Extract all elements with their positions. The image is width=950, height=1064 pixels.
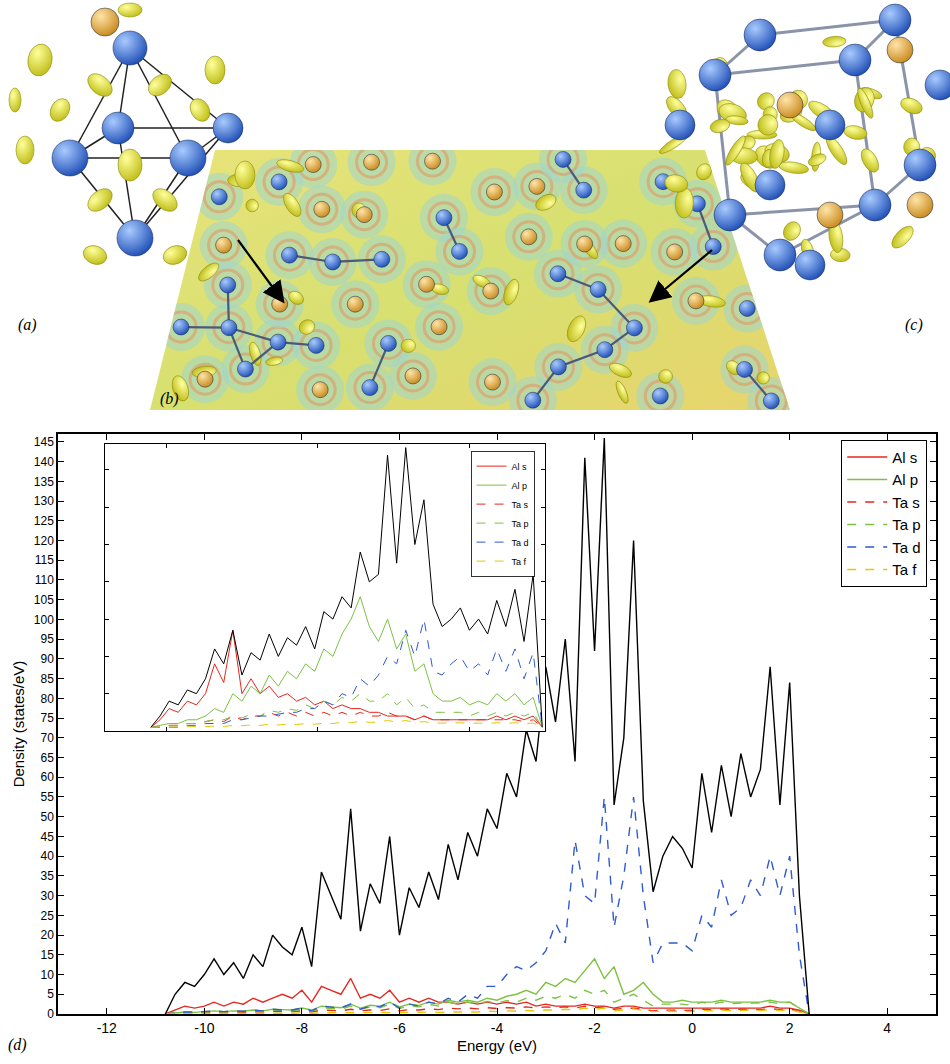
svg-text:Al p: Al p	[892, 471, 918, 488]
svg-text:-10: -10	[194, 1020, 214, 1036]
svg-text:0: 0	[688, 1020, 696, 1036]
svg-text:Density (states/eV): Density (states/eV)	[10, 661, 27, 788]
svg-text:60: 60	[40, 770, 54, 784]
svg-text:75: 75	[40, 711, 54, 725]
svg-text:80: 80	[40, 692, 54, 706]
svg-text:-12: -12	[97, 1020, 117, 1036]
svg-text:(a): (a)	[18, 316, 37, 334]
svg-text:4: 4	[883, 1020, 891, 1036]
svg-text:Energy (eV): Energy (eV)	[457, 1037, 537, 1054]
svg-text:50: 50	[40, 810, 54, 824]
svg-text:0: 0	[47, 1007, 54, 1021]
svg-text:15: 15	[40, 948, 54, 962]
svg-text:Ta s: Ta s	[892, 494, 920, 511]
svg-text:Ta f: Ta f	[892, 561, 917, 578]
svg-text:-8: -8	[296, 1020, 309, 1036]
svg-text:Ta s: Ta s	[512, 500, 529, 510]
svg-text:120: 120	[34, 534, 54, 548]
svg-text:115: 115	[35, 553, 54, 567]
svg-text:-4: -4	[491, 1020, 504, 1036]
svg-text:85: 85	[40, 672, 54, 686]
svg-text:95: 95	[40, 632, 54, 646]
svg-text:145: 145	[34, 435, 54, 449]
svg-text:25: 25	[40, 909, 54, 923]
svg-text:(b): (b)	[160, 390, 179, 408]
svg-text:40: 40	[40, 849, 54, 863]
svg-text:35: 35	[40, 869, 54, 883]
svg-text:125: 125	[34, 514, 54, 528]
svg-text:Al s: Al s	[892, 449, 917, 466]
svg-text:135: 135	[34, 475, 54, 489]
svg-text:Ta p: Ta p	[892, 516, 920, 533]
svg-text:65: 65	[40, 751, 54, 765]
svg-text:5: 5	[47, 987, 54, 1001]
svg-text:(c): (c)	[905, 316, 923, 334]
svg-text:Ta f: Ta f	[512, 557, 527, 567]
svg-text:140: 140	[34, 455, 54, 469]
svg-text:105: 105	[34, 593, 54, 607]
svg-text:10: 10	[40, 968, 54, 982]
html-text:(d): (d)	[8, 1036, 27, 1053]
svg-text:Ta d: Ta d	[892, 539, 920, 556]
svg-text:20: 20	[40, 928, 54, 942]
svg-text:Al p: Al p	[512, 481, 528, 491]
svg-text:70: 70	[40, 731, 54, 745]
svg-text:Ta p: Ta p	[512, 519, 529, 529]
svg-text:55: 55	[40, 790, 54, 804]
svg-text:110: 110	[35, 573, 54, 587]
svg-text:45: 45	[40, 830, 54, 844]
svg-text:130: 130	[34, 494, 54, 508]
svg-text:90: 90	[40, 652, 54, 666]
svg-text:Ta d: Ta d	[512, 538, 529, 548]
svg-text:30: 30	[40, 889, 54, 903]
svg-text:Al s: Al s	[512, 462, 528, 472]
svg-text:2: 2	[786, 1020, 794, 1036]
svg-text:100: 100	[34, 613, 54, 627]
svg-text:-2: -2	[588, 1020, 601, 1036]
svg-text:-6: -6	[393, 1020, 406, 1036]
